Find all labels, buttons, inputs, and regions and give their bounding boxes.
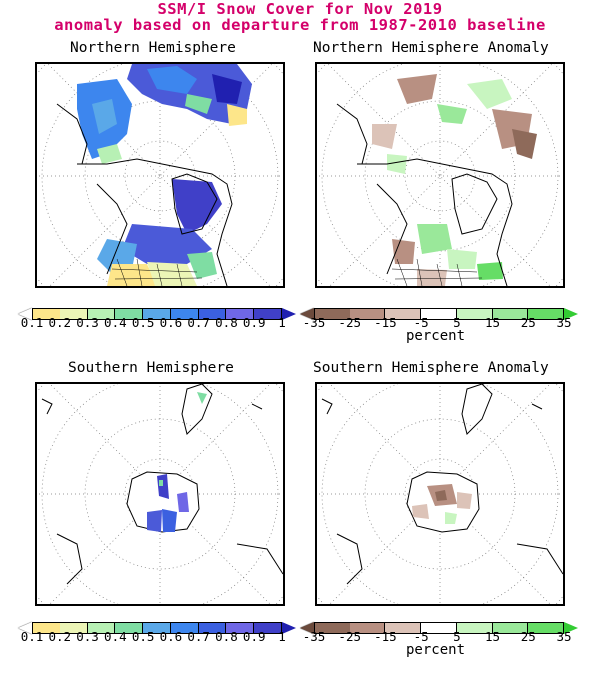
nh-cover-title: Northern Hemisphere (70, 40, 236, 56)
cover-colorbar-tick-label: 1 (278, 315, 286, 330)
anomaly-colorbar-right-arrow (564, 622, 578, 634)
cover-colorbar-tick-label: 0.2 (48, 315, 72, 330)
cover-colorbar-tick-label: 1 (278, 629, 286, 644)
cover-colorbar-swatch (115, 622, 144, 634)
anomaly-colorbar-tick-label: 15 (485, 629, 501, 644)
anomaly-colorbar-tick-label: -25 (338, 315, 361, 330)
anomaly-unit-sh: percent (406, 642, 466, 658)
anomaly-colorbar-swatch (385, 622, 422, 634)
sh-anomaly-title: Southern Hemisphere Anomaly (313, 360, 549, 376)
cover-colorbar-swatch (170, 308, 199, 320)
cover-colorbar-tick-label: 0.1 (20, 315, 44, 330)
nh-anomaly-title: Northern Hemisphere Anomaly (313, 40, 549, 56)
nh-cover-map (35, 62, 285, 288)
cover-colorbar-swatch (254, 622, 282, 634)
cover-colorbar-tick-label: 0.5 (131, 629, 155, 644)
anomaly-colorbar-tick-label: 5 (453, 315, 461, 330)
anomaly-colorbar-swatch (349, 308, 386, 320)
cover-colorbar-swatch (115, 308, 144, 320)
figure-title: SSM/I Snow Cover for Nov 2019 (157, 0, 443, 18)
cover-colorbar-nh: 0.1 0.2 0.3 0.4 0.5 0.6 0.7 0.8 0.9 1 (18, 308, 296, 330)
cover-colorbar-swatch (226, 622, 255, 634)
cover-colorbar-left-arrow (18, 308, 32, 320)
cover-colorbar-swatch (143, 308, 171, 320)
anomaly-colorbar-tick-label: -5 (413, 315, 429, 330)
anomaly-colorbar-tick-label: 35 (556, 315, 572, 330)
anomaly-colorbar-sh: -35 -25 -15 -5 5 15 25 35 (300, 622, 578, 644)
anomaly-colorbar-tick-label: 5 (453, 629, 461, 644)
anomaly-colorbar-tick-label: 25 (520, 629, 536, 644)
cover-colorbar-swatch (59, 622, 88, 634)
anomaly-colorbar-nh: -35 -25 -15 -5 5 15 25 35 (300, 308, 578, 330)
anomaly-colorbar-swatch (456, 308, 493, 320)
cover-colorbar-swatch (198, 308, 227, 320)
cover-colorbar-tick-label: 0.2 (48, 629, 72, 644)
cover-colorbar-swatch (59, 308, 88, 320)
cover-colorbar-tick-label: 0.8 (215, 629, 238, 644)
cover-colorbar-tick-label: 0.4 (104, 629, 127, 644)
figure-subtitle: anomaly based on departure from 1987-201… (54, 16, 546, 34)
anomaly-unit-nh: percent (406, 328, 466, 344)
anomaly-colorbar-tick-label: -5 (413, 629, 429, 644)
anomaly-colorbar-swatch (349, 622, 386, 634)
anomaly-colorbar-left-arrow (300, 308, 314, 320)
anomaly-colorbar-swatch (456, 622, 493, 634)
nh-anomaly-map (315, 62, 565, 288)
anomaly-colorbar-tick-label: -15 (374, 629, 397, 644)
cover-colorbar-tick-label: 0.5 (131, 315, 155, 330)
cover-colorbar-tick-label: 0.3 (76, 315, 99, 330)
anomaly-colorbar-tick-label: -35 (302, 315, 326, 330)
anomaly-colorbar-swatch (385, 308, 422, 320)
anomaly-colorbar-swatch (492, 308, 529, 320)
cover-colorbar-tick-label: 0.9 (242, 629, 266, 644)
anomaly-colorbar-tick-label: -25 (338, 629, 361, 644)
anomaly-colorbar-swatch (528, 308, 564, 320)
anomaly-colorbar-tick-label: 35 (556, 629, 572, 644)
cover-colorbar-tick-label: 0.3 (76, 629, 99, 644)
anomaly-colorbar-tick-label: 15 (485, 315, 501, 330)
anomaly-colorbar-tick-label: -15 (374, 315, 397, 330)
anomaly-colorbar-swatch (421, 622, 457, 634)
anomaly-colorbar-swatch (492, 622, 529, 634)
cover-colorbar-tick-label: 0.7 (187, 629, 210, 644)
cover-colorbar-left-arrow (18, 622, 32, 634)
cover-colorbar-tick-label: 0.1 (20, 629, 44, 644)
cover-colorbar-swatch (226, 308, 255, 320)
anomaly-colorbar-right-arrow (564, 308, 578, 320)
cover-colorbar-right-arrow (282, 622, 296, 634)
cover-colorbar-swatch (143, 622, 171, 634)
anomaly-colorbar-swatch (421, 308, 457, 320)
cover-colorbar-tick-label: 0.8 (215, 315, 238, 330)
cover-colorbar-swatch (170, 622, 199, 634)
anomaly-colorbar-tick-label: 25 (520, 315, 536, 330)
cover-colorbar-swatch (87, 308, 116, 320)
cover-colorbar-sh: 0.1 0.2 0.3 0.4 0.5 0.6 0.7 0.8 0.9 1 (18, 622, 296, 644)
cover-colorbar-tick-label: 0.6 (159, 315, 183, 330)
anomaly-colorbar-left-arrow (300, 622, 314, 634)
cover-colorbar-right-arrow (282, 308, 296, 320)
anomaly-colorbar-tick-label: -35 (302, 629, 326, 644)
cover-colorbar-tick-label: 0.6 (159, 629, 183, 644)
anomaly-colorbar-swatch (528, 622, 564, 634)
cover-colorbar-swatch (198, 622, 227, 634)
cover-colorbar-tick-label: 0.7 (187, 315, 210, 330)
cover-colorbar-tick-label: 0.9 (242, 315, 266, 330)
cover-colorbar-swatch (87, 622, 116, 634)
sh-anomaly-map (315, 382, 565, 606)
sh-cover-title: Southern Hemisphere (68, 360, 234, 376)
cover-colorbar-tick-label: 0.4 (104, 315, 127, 330)
cover-colorbar-swatch (254, 308, 282, 320)
sh-cover-map (35, 382, 285, 606)
